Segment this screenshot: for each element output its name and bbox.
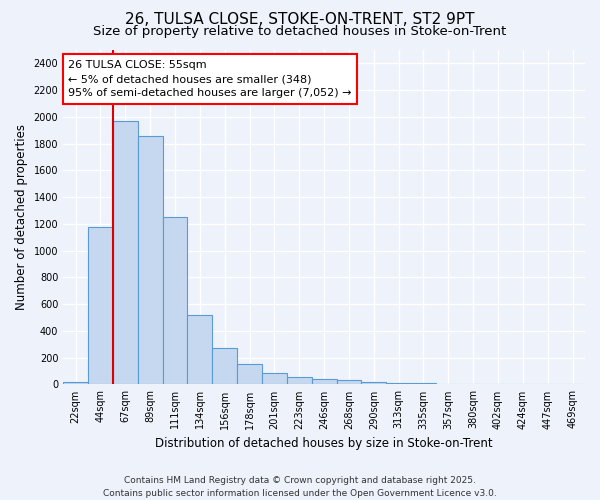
Bar [63,382,88,384]
Text: 26 TULSA CLOSE: 55sqm
← 5% of detached houses are smaller (348)
95% of semi-deta: 26 TULSA CLOSE: 55sqm ← 5% of detached h… [68,60,352,98]
Bar [386,383,411,384]
Bar [361,382,386,384]
Bar [337,380,361,384]
Bar [138,136,163,384]
Text: Contains HM Land Registry data © Crown copyright and database right 2025.
Contai: Contains HM Land Registry data © Crown c… [103,476,497,498]
Y-axis label: Number of detached properties: Number of detached properties [15,124,28,310]
Bar [262,372,287,384]
Bar [237,364,262,384]
X-axis label: Distribution of detached houses by size in Stoke-on-Trent: Distribution of detached houses by size … [155,437,493,450]
Text: 26, TULSA CLOSE, STOKE-ON-TRENT, ST2 9PT: 26, TULSA CLOSE, STOKE-ON-TRENT, ST2 9PT [125,12,475,28]
Bar [163,217,187,384]
Bar [88,227,113,384]
Bar [187,315,212,384]
Bar [287,377,311,384]
Text: Size of property relative to detached houses in Stoke-on-Trent: Size of property relative to detached ho… [94,25,506,38]
Bar [212,348,237,384]
Bar [311,379,337,384]
Bar [113,121,138,384]
